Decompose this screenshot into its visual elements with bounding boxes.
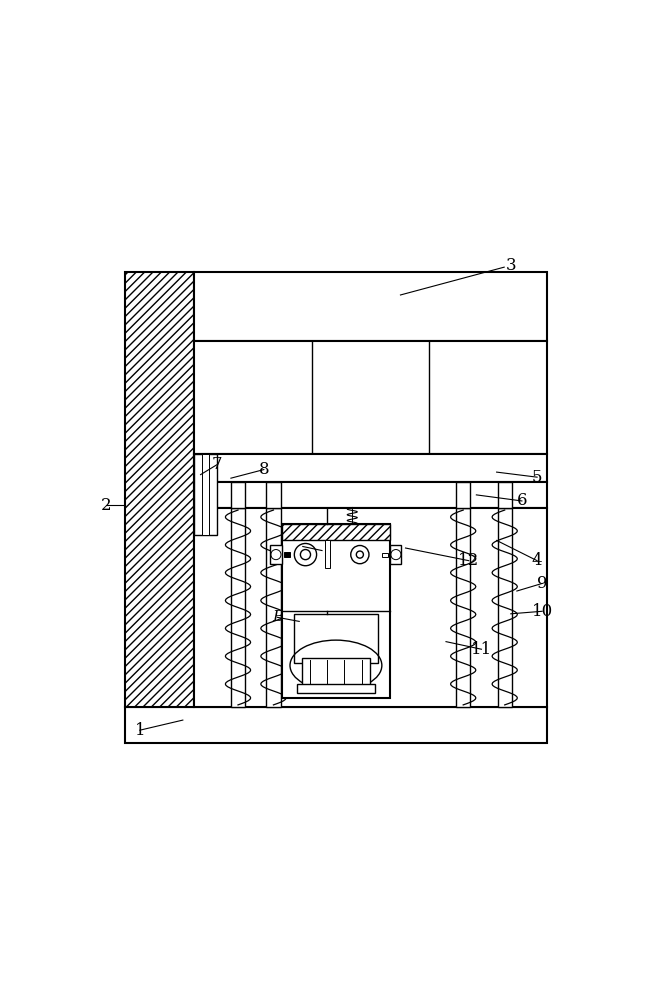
Bar <box>296 684 375 693</box>
Bar <box>325 540 330 568</box>
Text: 12: 12 <box>458 552 479 569</box>
Bar <box>456 508 470 707</box>
Bar <box>231 508 245 707</box>
Bar <box>390 545 402 564</box>
Text: 8: 8 <box>259 461 269 478</box>
Text: 4: 4 <box>532 552 543 569</box>
Bar <box>498 482 512 508</box>
Bar <box>295 614 377 663</box>
Bar <box>125 272 194 707</box>
Bar <box>194 341 547 454</box>
Bar <box>382 553 389 557</box>
Bar <box>281 524 390 698</box>
Bar <box>194 454 547 482</box>
Bar <box>266 508 281 707</box>
Text: 6: 6 <box>517 492 527 509</box>
Bar <box>266 482 281 508</box>
Bar <box>270 545 281 564</box>
Text: 7: 7 <box>212 456 223 473</box>
Text: 2: 2 <box>101 496 111 514</box>
Text: 10: 10 <box>532 603 553 620</box>
Text: 11: 11 <box>471 641 492 658</box>
Bar <box>194 454 217 535</box>
Bar <box>194 272 547 341</box>
Bar <box>125 707 547 743</box>
Bar <box>194 508 547 707</box>
Text: 5: 5 <box>532 469 543 486</box>
Bar <box>281 524 390 540</box>
Bar <box>283 552 290 557</box>
Text: 3: 3 <box>505 257 516 274</box>
Bar <box>498 508 512 707</box>
Text: B: B <box>272 610 283 624</box>
Bar <box>456 482 470 508</box>
Text: 1: 1 <box>135 722 145 739</box>
Text: 9: 9 <box>537 575 547 592</box>
Bar <box>231 482 245 508</box>
Bar <box>202 454 209 535</box>
Bar <box>302 658 370 686</box>
Text: A: A <box>297 539 308 553</box>
Bar <box>194 482 547 508</box>
